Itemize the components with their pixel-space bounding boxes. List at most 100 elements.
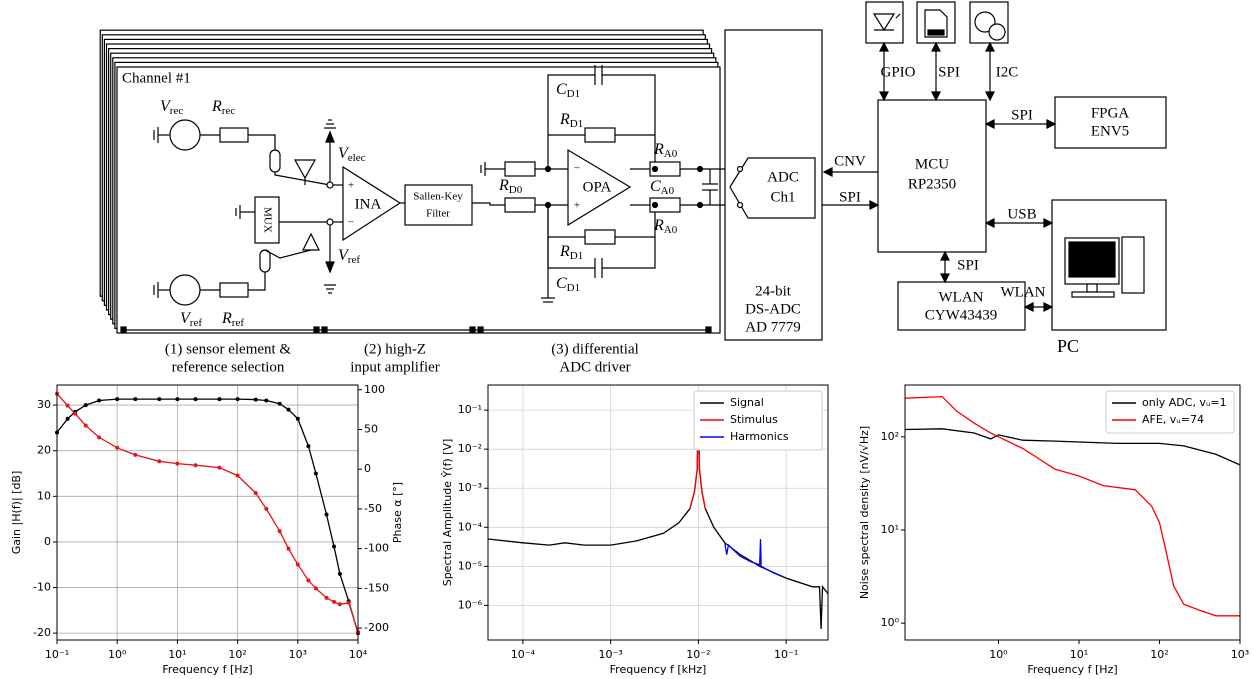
point <box>332 544 337 549</box>
label: + <box>574 200 580 212</box>
symbol-label: CA0 <box>650 178 675 197</box>
label: INA <box>355 196 382 212</box>
x-tick-label: 10² <box>1150 648 1168 661</box>
label: CNV <box>834 153 866 169</box>
x-axis-title: Frequency f [kHz] <box>610 663 707 676</box>
label: I2C <box>996 64 1019 80</box>
y-tick-label: 10¹ <box>881 523 899 536</box>
symbol-label: Rrec <box>211 98 235 117</box>
y2-axis-title: Phase α [°] <box>391 482 404 543</box>
symbol-main: R <box>498 177 509 194</box>
point <box>217 397 222 402</box>
label: DS-ADC <box>745 301 801 317</box>
plot-frame <box>56 384 359 641</box>
peripheral-icons <box>865 1 1145 298</box>
y-axis-title: Gain |H(f)| [dB] <box>10 471 23 555</box>
series-line <box>56 393 359 633</box>
point <box>346 600 351 605</box>
y-tick-label: 10⁻⁴ <box>458 520 483 533</box>
symbol-sub: ref <box>190 317 203 329</box>
symbol-main: R <box>653 141 664 158</box>
y2-tick-label: 0 <box>364 462 371 475</box>
x-tick-label: 10⁰ <box>989 648 1008 661</box>
y-tick-label: 10⁻⁵ <box>458 559 482 572</box>
series-line <box>56 398 359 634</box>
point <box>193 463 198 468</box>
amplifier-circuit <box>342 65 740 303</box>
symbol-sub: elec <box>348 152 366 164</box>
label: − <box>348 217 354 229</box>
symbol-main: R <box>653 217 664 234</box>
symbol-sub: ref <box>348 254 361 266</box>
point <box>313 471 318 476</box>
y-tick-label: 10² <box>881 430 899 443</box>
label: OPA <box>583 179 612 195</box>
label: ADC <box>767 169 799 185</box>
point <box>313 586 318 591</box>
x-tick-label: 10⁴ <box>349 648 368 661</box>
label: AD 7779 <box>745 319 800 335</box>
point <box>264 506 269 511</box>
symbol-main: V <box>180 310 192 327</box>
point <box>253 491 258 496</box>
x-tick-label: 10³ <box>289 648 307 661</box>
point <box>115 397 120 402</box>
symbol-sub: D0 <box>509 184 523 196</box>
point <box>295 416 300 421</box>
mcu-box <box>877 99 987 253</box>
legend-label: Harmonics <box>730 430 789 443</box>
x-tick-label: 10² <box>228 648 246 661</box>
symbol-sub: rec <box>170 105 184 117</box>
y2-tick-label: 100 <box>364 383 385 396</box>
series-line <box>905 428 1241 466</box>
symbol-main: C <box>556 275 567 292</box>
symbol-sub: D1 <box>570 118 583 130</box>
section-markers <box>120 326 712 333</box>
legend-box <box>1105 390 1235 434</box>
symbol-label: RD1 <box>559 243 583 262</box>
label: Sallen-Key <box>413 191 463 203</box>
y-tick-label: 10⁻² <box>458 442 482 455</box>
y-tick-label: 10⁻³ <box>458 481 482 494</box>
y-tick-label: 10⁻¹ <box>458 403 482 416</box>
y-axis-title: Noise spectral density [nV/√Hz] <box>858 426 871 599</box>
label: MUX <box>261 207 273 233</box>
label: Ch1 <box>770 189 795 205</box>
x-tick-label: 10⁻⁴ <box>511 648 536 661</box>
point <box>83 423 88 428</box>
y-tick-label: 30 <box>37 398 51 411</box>
y-tick-label: 0 <box>44 535 51 548</box>
point <box>235 473 240 478</box>
legend-label: Signal <box>730 396 764 409</box>
symbol-main: V <box>160 98 172 115</box>
wlan-box <box>897 281 1026 331</box>
point <box>235 397 240 402</box>
point <box>175 461 180 466</box>
label: ENV5 <box>1091 123 1129 139</box>
symbol-sub: D1 <box>567 88 580 100</box>
symbol-label: RD0 <box>498 177 523 196</box>
point <box>264 398 269 403</box>
legend-label: AFE, vᵤ=74 <box>1142 413 1204 426</box>
symbol-main: R <box>211 98 222 115</box>
x-tick-label: 10⁻¹ <box>45 648 69 661</box>
point <box>83 403 88 408</box>
point <box>286 407 291 412</box>
point <box>97 435 102 440</box>
symbol-label: Vref <box>180 310 202 329</box>
y2-tick-label: 50 <box>364 422 378 435</box>
y2-tick-label: -200 <box>364 621 389 634</box>
label: input amplifier <box>350 359 440 375</box>
point <box>133 397 138 402</box>
point <box>277 529 282 534</box>
plot-frame <box>904 384 1241 641</box>
point <box>115 445 120 450</box>
label: WLAN <box>1001 284 1046 300</box>
label: USB <box>1007 206 1036 222</box>
y-tick-label: -10 <box>33 581 51 594</box>
label: ADC driver <box>559 359 630 375</box>
legend-label: only ADC, vᵤ=1 <box>1142 396 1227 409</box>
symbol-sub: A0 <box>664 224 678 236</box>
label: + <box>348 180 354 192</box>
symbol-label: Vref <box>338 247 360 266</box>
